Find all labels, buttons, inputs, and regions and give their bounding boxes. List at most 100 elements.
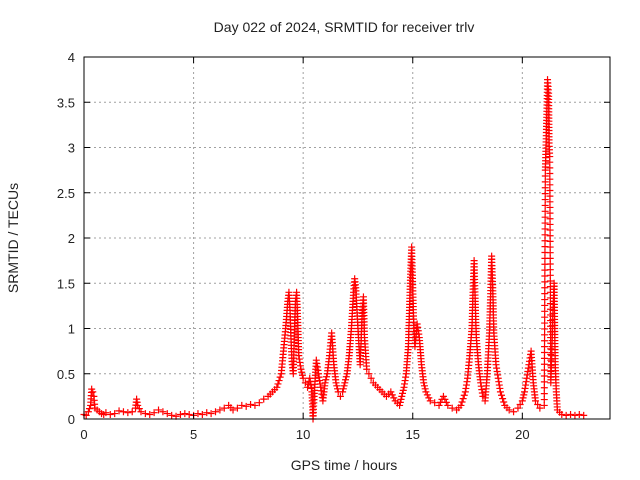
data-point <box>562 411 570 419</box>
data-point <box>299 374 307 382</box>
data-point <box>540 372 548 380</box>
x-tick-label: 0 <box>80 427 87 442</box>
data-point <box>150 409 158 417</box>
data-point <box>421 385 429 393</box>
data-point <box>128 408 136 416</box>
data-point <box>459 395 467 403</box>
data-point <box>498 391 506 399</box>
data-point <box>255 399 263 407</box>
data-point <box>439 392 447 400</box>
y-tick-label: 0 <box>68 412 75 427</box>
y-axis-label: SRMTID / TECUs <box>5 183 21 293</box>
data-point <box>541 237 549 245</box>
data-point <box>541 307 549 315</box>
x-axis-label: GPS time / hours <box>291 457 398 473</box>
data-point <box>423 391 431 399</box>
data-point <box>388 391 396 399</box>
data-point <box>500 398 508 406</box>
data-point <box>457 401 465 409</box>
data-point <box>119 408 127 416</box>
data-point <box>571 411 579 419</box>
data-point <box>216 406 224 414</box>
data-point <box>341 379 349 387</box>
data-point <box>431 399 439 407</box>
x-tick-label: 5 <box>190 427 197 442</box>
data-point <box>229 406 237 414</box>
x-tick-label: 20 <box>515 427 529 442</box>
data-point <box>437 398 445 406</box>
y-tick-label: 0.5 <box>57 367 75 382</box>
data-point <box>541 213 549 221</box>
data-point <box>540 360 548 368</box>
data-point <box>387 388 395 396</box>
data-point <box>163 410 171 418</box>
data-point <box>541 296 549 304</box>
data-point <box>496 388 504 396</box>
data-point <box>134 401 142 409</box>
data-point <box>442 398 450 406</box>
data-point <box>541 207 549 215</box>
data-point <box>390 394 398 402</box>
data-point <box>297 365 305 373</box>
data-point <box>540 384 548 392</box>
data-point <box>541 172 549 180</box>
data-point <box>334 385 342 393</box>
data-point <box>536 404 544 412</box>
data-point <box>111 410 119 418</box>
data-point <box>541 201 549 209</box>
data-point <box>251 401 259 409</box>
data-point <box>247 401 255 409</box>
data-point <box>365 370 373 378</box>
data-point <box>298 371 306 379</box>
data-point <box>367 374 375 382</box>
data-point <box>541 184 549 192</box>
data-point <box>540 354 548 362</box>
data-point <box>238 401 246 409</box>
data-point <box>333 382 341 390</box>
data-point <box>198 410 206 418</box>
data-point <box>541 219 549 227</box>
y-tick-label: 4 <box>68 50 75 65</box>
data-point <box>540 396 548 404</box>
data-point <box>499 395 507 403</box>
data-point <box>141 410 149 418</box>
data-point <box>124 409 132 417</box>
data-point <box>460 391 468 399</box>
data-point <box>541 331 549 339</box>
data-point <box>399 389 407 397</box>
data-point <box>541 284 549 292</box>
data-point <box>276 373 284 381</box>
data-point <box>339 385 347 393</box>
data-point <box>396 398 404 406</box>
data-point <box>540 348 548 356</box>
data-point <box>425 394 433 402</box>
data-point <box>181 410 189 418</box>
data-point <box>541 319 549 327</box>
data-point <box>273 383 281 391</box>
data-point <box>203 409 211 417</box>
data-point <box>541 196 549 204</box>
data-point <box>541 301 549 309</box>
data-point <box>220 404 228 412</box>
data-point <box>540 390 548 398</box>
y-tick-label: 2 <box>68 231 75 246</box>
data-point <box>541 343 549 351</box>
data-point <box>505 406 513 414</box>
data-point <box>558 410 566 418</box>
data-point <box>580 411 588 419</box>
data-point <box>516 401 524 409</box>
y-tick-label: 3.5 <box>57 95 75 110</box>
data-point <box>541 190 549 198</box>
data-point <box>135 405 143 413</box>
y-tick-label: 1.5 <box>57 276 75 291</box>
data-point <box>540 378 548 386</box>
data-point <box>242 402 250 410</box>
data-point <box>541 231 549 239</box>
data-point <box>168 411 176 419</box>
grid <box>84 57 610 419</box>
data-point <box>332 379 340 387</box>
data-point <box>540 401 548 409</box>
data-point <box>137 408 145 416</box>
data-point <box>155 406 163 414</box>
